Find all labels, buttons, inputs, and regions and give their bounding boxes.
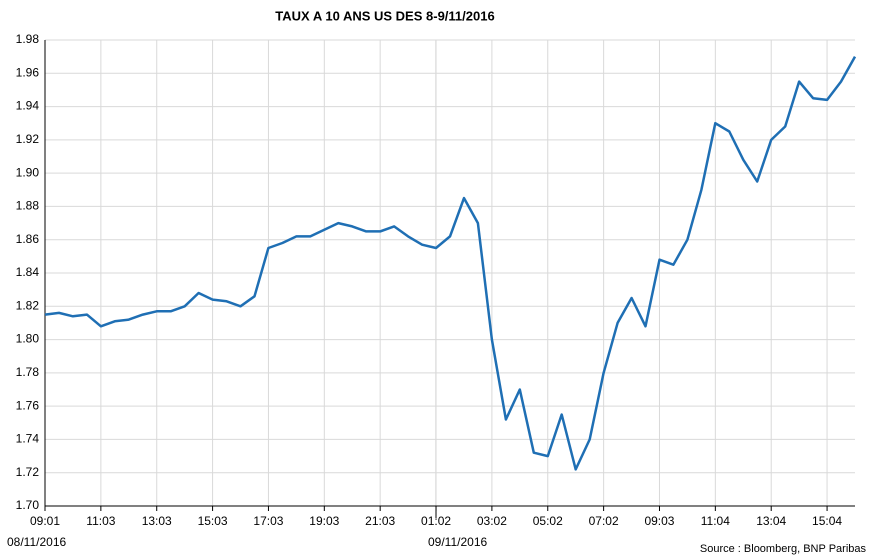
x-tick-label: 11:04: [701, 514, 730, 528]
y-tick-label: 1.88: [16, 199, 40, 213]
date-label: 09/11/2016: [428, 535, 487, 549]
x-tick-label: 03:02: [477, 514, 507, 528]
x-tick-label: 09:01: [30, 514, 60, 528]
line: [44, 55, 857, 471]
y-tick-label: 1.98: [16, 32, 40, 46]
y-tick-label: 1.90: [16, 165, 40, 179]
y-tick-label: 1.72: [16, 465, 40, 479]
y-tick-label: 1.86: [16, 232, 40, 246]
x-tick-label: 05:02: [533, 514, 563, 528]
y-tick-label: 1.92: [16, 132, 40, 146]
y-tick-label: 1.96: [16, 65, 40, 79]
source: Source : Bloomberg, BNP Paribas: [700, 543, 867, 555]
x-tick-label: 07:02: [589, 514, 619, 528]
x-tick-label: 15:03: [198, 514, 228, 528]
y-tick-label: 1.82: [16, 298, 40, 312]
y-tick-label: 1.70: [16, 498, 40, 512]
y-tick-label: 1.80: [16, 332, 40, 346]
x-tick-label: 19:03: [309, 514, 339, 528]
x-tick-label: 11:03: [86, 514, 115, 528]
x-tick-label: 13:04: [756, 514, 786, 528]
x-tick-label: 09:03: [644, 514, 674, 528]
y-tick-label: 1.76: [16, 398, 40, 412]
date-label: 08/11/2016: [7, 535, 66, 549]
x-tick-label: 21:03: [365, 514, 395, 528]
chart-title: TAUX A 10 ANS US DES 8-9/11/2016: [275, 8, 494, 23]
x-tick-label: 17:03: [253, 514, 283, 528]
y-tick-label: 1.84: [16, 265, 40, 279]
x-tick-label: 15:04: [812, 514, 842, 528]
y-tick-label: 1.78: [16, 365, 40, 379]
y-tick-label: 1.74: [16, 432, 40, 446]
y-tick-label: 1.94: [16, 99, 40, 113]
x-tick-label: 01:02: [421, 514, 451, 528]
x-tick-label: 13:03: [142, 514, 172, 528]
